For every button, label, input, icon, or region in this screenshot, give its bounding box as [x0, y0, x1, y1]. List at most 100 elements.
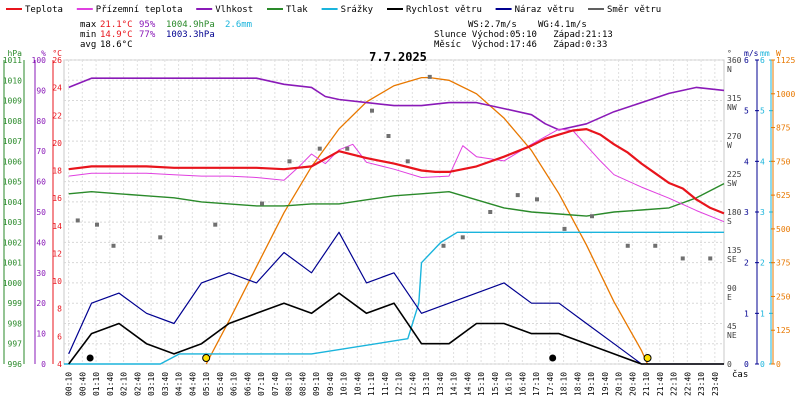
x-tick-label: 05:40 — [216, 372, 225, 396]
x-tick-label: 06:10 — [230, 372, 239, 396]
percent-axis-tick: 60 — [36, 178, 46, 187]
celsius-axis-tick: 26 — [52, 56, 62, 65]
sun-event-marker — [643, 354, 652, 362]
hpa-axis-tick: 1007 — [3, 137, 22, 146]
x-tick-label: 17:10 — [532, 372, 541, 396]
humidity-line — [68, 77, 725, 131]
x-tick-label: 04:10 — [175, 372, 184, 396]
x-tick-label: 18:10 — [560, 372, 569, 396]
percent-axis-tick: 0 — [41, 360, 46, 369]
celsius-axis-tick: 10 — [52, 277, 62, 286]
direction-axis-name: SE — [727, 255, 737, 264]
celsius-axis-tick: 20 — [52, 139, 62, 148]
wind-direction-point — [111, 243, 116, 248]
wind-direction-point — [75, 218, 80, 223]
wm2-axis-tick: 0 — [776, 360, 781, 369]
sun-event-marker — [202, 354, 211, 362]
x-tick-label: 12:10 — [395, 372, 404, 396]
x-tick-label: 23:10 — [697, 372, 706, 396]
stat-max-label: max — [80, 20, 97, 30]
x-tick-label: 21:40 — [656, 372, 665, 396]
wind-direction-point — [158, 235, 163, 240]
stat-avg-label: avg — [80, 40, 96, 50]
series-lines — [64, 77, 725, 365]
wm2-axis-tick: 500 — [776, 225, 791, 234]
x-tick-label: 18:40 — [573, 372, 582, 396]
celsius-axis-tick: 8 — [57, 305, 62, 314]
wind-direction-point — [680, 256, 685, 261]
percent-axis-tick: 100 — [32, 56, 47, 65]
percent-axis-tick: 30 — [36, 269, 46, 278]
stat-wg: WG:4.1m/s — [538, 20, 587, 30]
celsius-axis-tick: 12 — [52, 249, 62, 258]
x-tick-label: 15:10 — [477, 372, 486, 396]
wind-direction-point — [345, 146, 350, 151]
wm2-axis-tick: 625 — [776, 191, 791, 200]
x-tick-label: 02:40 — [133, 372, 142, 396]
x-tick-label: 02:10 — [120, 372, 129, 396]
x-tick-label: 01:10 — [92, 372, 101, 396]
celsius-axis-tick: 6 — [57, 332, 62, 341]
legend-item: Srážky — [341, 5, 374, 15]
percent-axis-tick: 80 — [36, 117, 46, 126]
wind-direction-point — [317, 146, 322, 151]
x-tick-label: 15:40 — [491, 372, 500, 396]
x-axis-label: čas — [732, 369, 748, 380]
direction-axis-name: W — [727, 141, 732, 150]
direction-axis-name: NE — [727, 331, 737, 340]
legend-item: Náraz větru — [515, 5, 575, 15]
x-tick-label: 03:40 — [161, 372, 170, 396]
ms-axis-tick: 3 — [744, 208, 749, 217]
x-tick-label: 06:40 — [243, 372, 252, 396]
hpa-axis-tick: 1011 — [3, 56, 22, 65]
percent-axis-label: % — [41, 49, 46, 58]
wind-direction-point — [386, 134, 391, 138]
axes: 00:10 00:40 01:10 01:40 02:10 02:40 03:10 03:40… — [3, 49, 796, 396]
hpa-axis-tick: 1002 — [3, 238, 22, 247]
direction-axis-tick: 270 — [727, 132, 742, 141]
direction-axis-name: S — [727, 217, 732, 226]
stat-rain: 2.6mm — [225, 20, 252, 30]
legend-item: Přízemní teplota — [96, 5, 183, 15]
x-tick-label: 23:40 — [711, 372, 720, 396]
legend-item: Vlhkost — [215, 5, 253, 15]
ms-axis-tick: 4 — [744, 157, 749, 166]
x-tick-label: 20:40 — [628, 372, 637, 396]
stat-moon: Měsíc Východ:17:46 Západ:0:33 — [434, 40, 607, 50]
percent-axis-tick: 20 — [36, 299, 46, 308]
x-tick-label: 13:10 — [422, 372, 431, 396]
x-tick-label: 11:40 — [381, 372, 390, 396]
wind-direction-point — [427, 74, 432, 79]
mm-axis-tick: 6 — [760, 56, 765, 65]
legend-item: Tlak — [286, 5, 308, 15]
hpa-axis-tick: 1010 — [3, 76, 22, 85]
hpa-axis-tick: 998 — [8, 319, 23, 328]
stat-avg-temp: 18.6°C — [100, 40, 133, 50]
mm-axis-tick: 1 — [760, 309, 765, 318]
wind-direction-point — [95, 222, 99, 227]
x-tick-label: 05:10 — [202, 372, 211, 396]
x-tick-label: 16:40 — [518, 372, 527, 396]
x-tick-label: 13:40 — [436, 372, 445, 396]
celsius-axis-tick: 4 — [57, 360, 62, 369]
percent-axis-tick: 50 — [36, 208, 46, 217]
x-tick-label: 01:40 — [106, 372, 115, 396]
direction-axis-tick: 135 — [727, 246, 742, 255]
percent-axis-tick: 10 — [36, 330, 46, 339]
wind-gust-line — [68, 231, 724, 365]
direction-axis-tick: 315 — [727, 94, 742, 103]
direction-axis-tick: 360 — [727, 56, 742, 65]
direction-axis-name: SW — [727, 179, 737, 188]
direction-axis-tick: 90 — [727, 284, 737, 293]
legend-item: Směr větru — [607, 5, 661, 15]
wind-speed-line — [68, 292, 724, 365]
wind-direction-point — [708, 256, 713, 261]
stat-sun: Slunce Východ:05:10 Západ:21:13 — [434, 30, 613, 40]
x-tick-label: 14:10 — [450, 372, 459, 396]
x-tick-label: 10:40 — [353, 372, 362, 396]
wm2-axis-tick: 1000 — [776, 90, 795, 99]
ms-axis-tick: 6 — [744, 56, 749, 65]
direction-axis-tick: 225 — [727, 170, 742, 179]
